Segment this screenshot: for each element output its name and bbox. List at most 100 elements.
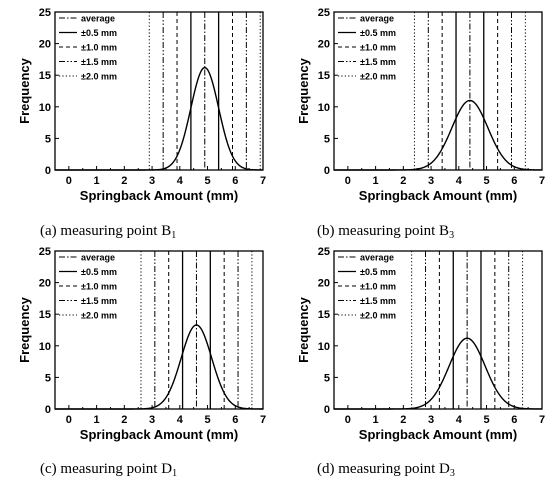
legend-label: ±1.5 mm [81, 296, 117, 306]
y-tick-label: 10 [39, 341, 51, 353]
distribution-curve [55, 66, 263, 171]
y-axis-label: Frequency [17, 296, 32, 363]
y-tick-label: 5 [45, 133, 51, 145]
x-tick-label: 7 [539, 414, 545, 426]
legend-label: ±0.5 mm [360, 28, 396, 38]
x-tick-label: 3 [428, 414, 434, 426]
y-tick-label: 25 [318, 7, 330, 19]
x-tick-label: 5 [483, 414, 489, 426]
y-tick-label: 15 [39, 70, 51, 82]
distribution-curve [334, 99, 543, 171]
panel-caption: (b) measuring point B3 [317, 223, 454, 241]
x-tick-label: 5 [483, 175, 489, 187]
axes-frame [333, 11, 543, 171]
x-tick-label: 0 [345, 175, 351, 187]
caption-text: (d) measuring point D [317, 461, 450, 477]
x-axis-label: Springback Amount (mm) [359, 188, 517, 203]
y-tick-label: 25 [39, 246, 51, 258]
legend-label: average [81, 253, 115, 263]
x-tick-label: 2 [400, 175, 406, 187]
x-axis-label: Springback Amount (mm) [80, 427, 238, 442]
chart-panel-3: 0 1 2 3 4 5 6 7 0 5 10 15 20 25 Springback Amount (mm)… [17, 246, 266, 479]
x-tick-label: 3 [149, 414, 155, 426]
legend-label: ±1.5 mm [360, 296, 396, 306]
legend-label: average [360, 253, 394, 263]
x-tick-label: 2 [400, 414, 406, 426]
x-tick-label: 4 [456, 175, 463, 187]
x-tick-label: 6 [232, 414, 238, 426]
x-tick-label: 3 [428, 175, 434, 187]
y-tick-label: 0 [45, 404, 51, 416]
y-tick-label: 0 [324, 165, 330, 177]
y-tick-label: 20 [318, 39, 330, 51]
y-tick-label: 0 [45, 165, 51, 177]
caption-text: (a) measuring point B [40, 223, 171, 239]
x-tick-label: 1 [94, 175, 100, 187]
caption-subscript: 1 [172, 468, 177, 479]
legend-label: ±1.5 mm [360, 57, 396, 67]
panel-caption: (d) measuring point D3 [317, 461, 455, 479]
y-tick-label: 25 [318, 246, 330, 258]
caption-text: (c) measuring point D [40, 461, 172, 477]
y-axis-label: Frequency [296, 296, 311, 363]
y-tick-label: 15 [318, 70, 330, 82]
y-tick-label: 5 [324, 372, 330, 384]
y-axis-label: Frequency [17, 57, 32, 124]
x-tick-label: 1 [373, 414, 379, 426]
legend-label: average [81, 14, 115, 24]
legend-label: ±2.0 mm [360, 72, 396, 82]
panel-caption: (a) measuring point B1 [40, 223, 176, 241]
axes-frame [54, 11, 264, 171]
legend-label: ±1.0 mm [360, 43, 396, 53]
caption-subscript: 3 [450, 468, 455, 479]
x-tick-label: 7 [539, 175, 545, 187]
axes-frame [333, 250, 543, 410]
x-tick-label: 1 [94, 414, 100, 426]
y-tick-label: 20 [39, 278, 51, 290]
y-tick-label: 25 [39, 7, 51, 19]
y-tick-label: 20 [39, 39, 51, 51]
x-tick-label: 3 [149, 175, 155, 187]
legend-label: ±1.0 mm [360, 282, 396, 292]
legend-label: ±1.5 mm [81, 57, 117, 67]
legend-label: ±2.0 mm [81, 72, 117, 82]
legend-label: ±2.0 mm [360, 311, 396, 321]
x-tick-label: 0 [345, 414, 351, 426]
x-tick-label: 6 [511, 414, 517, 426]
x-tick-label: 6 [232, 175, 238, 187]
legend-label: average [360, 14, 394, 24]
y-tick-label: 5 [45, 372, 51, 384]
legend-label: ±1.0 mm [81, 282, 117, 292]
legend-label: ±0.5 mm [360, 267, 396, 277]
chart-panel-2: 0 1 2 3 4 5 6 7 0 5 10 15 20 25 Springback Amount (mm)… [296, 7, 545, 241]
x-tick-label: 5 [204, 175, 210, 187]
x-tick-label: 7 [260, 175, 266, 187]
y-axis-label: Frequency [296, 57, 311, 124]
legend-label: ±2.0 mm [81, 311, 117, 321]
legend-label: ±0.5 mm [81, 28, 117, 38]
x-axis-label: Springback Amount (mm) [80, 188, 238, 203]
y-tick-label: 10 [318, 341, 330, 353]
x-tick-label: 0 [66, 414, 72, 426]
y-tick-label: 15 [318, 309, 330, 321]
chart-panel-4: 0 1 2 3 4 5 6 7 0 5 10 15 20 25 Springback Amount (mm)… [296, 246, 545, 479]
x-tick-label: 5 [204, 414, 210, 426]
x-tick-label: 7 [260, 414, 266, 426]
x-tick-label: 4 [177, 414, 184, 426]
caption-text: (b) measuring point B [317, 223, 449, 239]
distribution-curve [55, 324, 263, 410]
y-tick-label: 10 [318, 102, 330, 114]
x-tick-label: 4 [177, 175, 184, 187]
caption-subscript: 3 [449, 230, 454, 241]
x-tick-label: 1 [373, 175, 379, 187]
x-tick-label: 2 [121, 414, 127, 426]
x-tick-label: 4 [456, 414, 463, 426]
y-tick-label: 0 [324, 404, 330, 416]
x-tick-label: 0 [66, 175, 72, 187]
legend-label: ±1.0 mm [81, 43, 117, 53]
legend-label: ±0.5 mm [81, 267, 117, 277]
x-tick-label: 2 [121, 175, 127, 187]
caption-subscript: 1 [171, 230, 176, 241]
x-axis-label: Springback Amount (mm) [359, 427, 517, 442]
